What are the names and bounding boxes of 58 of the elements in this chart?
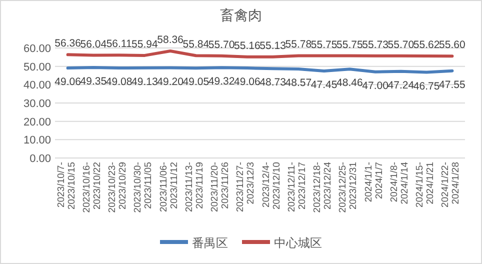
data-label: 48.73 xyxy=(260,76,286,89)
data-label: 55.75 xyxy=(336,38,363,51)
data-label: 47.55 xyxy=(439,78,466,91)
x-tick-label: 2023/11/20-2023/11/26 xyxy=(210,162,232,212)
x-tick-label: 2024/1/8-2024/1/14 xyxy=(388,162,410,204)
data-label: 49.05 xyxy=(182,76,210,88)
data-label: 46.75 xyxy=(413,80,440,92)
data-label: 55.78 xyxy=(285,38,312,51)
x-tick-label: 2023/10/30-2023/11/05 xyxy=(132,162,154,213)
y-tick-label: 30.00 xyxy=(23,98,51,110)
y-tick-label: 50.00 xyxy=(23,61,51,74)
x-tick-label: 2023/12/18-2023/12/24 xyxy=(312,162,334,213)
data-label: 49.13 xyxy=(132,76,158,88)
x-tick-label: 2023/12/25-2023/12/31 xyxy=(338,162,360,213)
data-label: 48.46 xyxy=(336,77,363,90)
x-tick-label: 2023/10/23-2023/10/29 xyxy=(107,162,129,213)
x-tick-label: 2023/12/11-2023/12/17 xyxy=(286,162,308,212)
data-label: 55.75 xyxy=(310,38,338,51)
data-label: 56.36 xyxy=(54,38,82,50)
x-tick-label: 2023/11/06-2023/11/12 xyxy=(158,162,180,212)
y-tick-label: 60.00 xyxy=(23,43,51,55)
x-tick-label: 2024/1/22-2024/1/28 xyxy=(440,162,462,208)
y-tick-label: 0.00 xyxy=(30,153,51,165)
legend-label: 中心城区 xyxy=(274,236,322,250)
data-label: 55.70 xyxy=(388,38,414,51)
legend-label: 番禺区 xyxy=(192,236,228,250)
x-tick-label: 2023/10/7-2023/10/15 xyxy=(56,162,78,210)
data-label: 49.20 xyxy=(157,76,184,88)
data-label: 55.16 xyxy=(234,40,260,52)
data-label: 55.94 xyxy=(132,38,158,50)
y-tick-label: 40.00 xyxy=(23,80,51,92)
data-label: 49.06 xyxy=(54,76,82,88)
x-tick-label: 2023/10/16-2023/10/22 xyxy=(81,162,103,213)
data-label: 49.06 xyxy=(234,76,260,88)
data-label: 55.73 xyxy=(362,38,389,51)
data-label: 47.24 xyxy=(388,79,414,92)
x-tick-label: 2023/12/4-2023/12/10 xyxy=(260,162,282,210)
data-label: 55.70 xyxy=(208,38,235,51)
data-label: 55.62 xyxy=(413,39,440,52)
data-label: 49.35 xyxy=(80,76,107,88)
y-tick-label: 10.00 xyxy=(23,134,51,147)
x-tick-label: 2024/1/15-2024/1/21 xyxy=(414,162,436,208)
data-label: 56.11 xyxy=(106,38,132,50)
data-label: 58.36 xyxy=(157,34,184,46)
x-tick-label: 2023/11/13-2023/11/19 xyxy=(184,162,206,212)
data-label: 48.57 xyxy=(285,76,312,89)
x-tick-label: 2024/1/1-2024/1/7 xyxy=(363,162,385,202)
data-label: 47.45 xyxy=(310,79,338,92)
data-label: 49.08 xyxy=(106,76,132,88)
data-label: 56.04 xyxy=(80,38,107,50)
data-label: 55.13 xyxy=(260,40,286,52)
data-label: 55.84 xyxy=(182,38,210,51)
data-label: 55.60 xyxy=(439,39,466,52)
y-tick-label: 20.00 xyxy=(23,116,51,128)
chart-title: 畜禽肉 xyxy=(220,7,262,23)
data-label: 49.32 xyxy=(208,76,235,88)
data-label: 47.00 xyxy=(362,80,389,92)
x-tick-label: 2023/11/27-2023/12/3 xyxy=(235,162,257,212)
